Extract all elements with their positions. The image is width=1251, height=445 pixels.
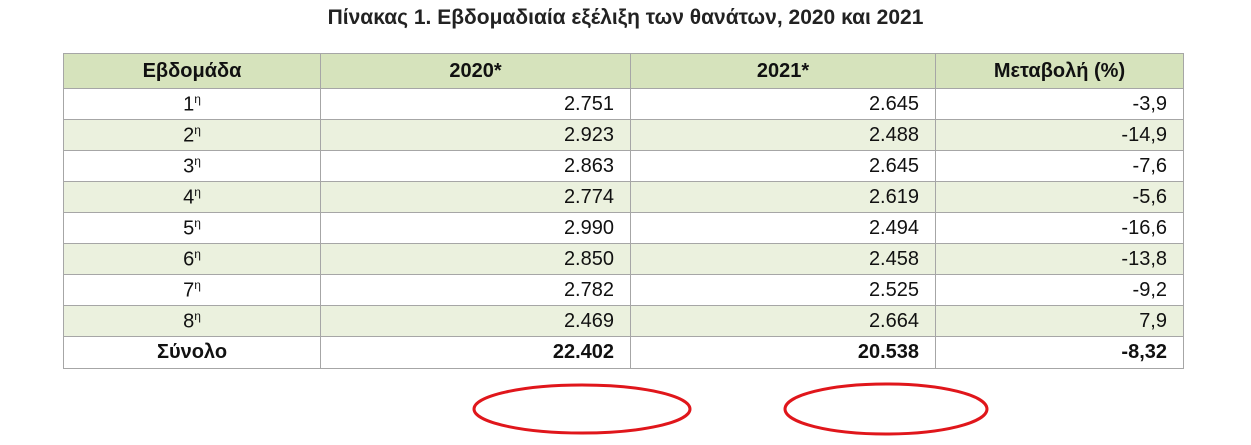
week-cell: 5η: [63, 212, 321, 244]
week-cell: 2η: [63, 119, 321, 151]
value-cell: -9,2: [935, 274, 1184, 306]
table-row: 5η 2.990 2.494 -16,6: [63, 212, 1184, 244]
value-cell: 2.494: [630, 212, 936, 244]
week-cell: 4η: [63, 181, 321, 213]
week-cell: 1η: [63, 88, 321, 120]
week-number: 7: [183, 279, 195, 302]
value-cell: 2.863: [320, 150, 631, 182]
week-suffix: η: [194, 308, 201, 323]
week-suffix: η: [194, 277, 201, 292]
table-row: 2η 2.923 2.488 -14,9: [63, 119, 1184, 151]
week-cell: 8η: [63, 305, 321, 337]
value-cell: 2.751: [320, 88, 631, 120]
table-row: 1η 2.751 2.645 -3,9: [63, 88, 1184, 120]
value-cell: 2.619: [630, 181, 936, 213]
value-cell: 2.774: [320, 181, 631, 213]
total-label: Σύνολο: [63, 336, 321, 369]
week-suffix: η: [194, 215, 201, 230]
header-cell: 2020*: [320, 53, 631, 89]
header-cell: 2021*: [630, 53, 936, 89]
highlight-ellipse: [472, 383, 692, 435]
value-cell: 2.645: [630, 88, 936, 120]
week-number: 4: [183, 186, 195, 209]
table-row: 8η 2.469 2.664 7,9: [63, 305, 1184, 337]
value-cell: -14,9: [935, 119, 1184, 151]
table-title: Πίνακας 1. Εβδομαδιαία εξέλιξη των θανάτ…: [327, 6, 924, 29]
highlight-ellipse: [783, 382, 989, 436]
total-cell: 22.402: [320, 336, 631, 369]
week-suffix: η: [194, 184, 201, 199]
table-row: 3η 2.863 2.645 -7,6: [63, 150, 1184, 182]
table-body: 1η 2.751 2.645 -3,9 2η 2.923 2.488 -14,9 3η 2.863…: [63, 88, 1184, 369]
week-cell: 7η: [63, 274, 321, 306]
week-number: 2: [183, 124, 195, 147]
value-cell: 2.923: [320, 119, 631, 151]
week-suffix: η: [194, 122, 201, 137]
value-cell: -5,6: [935, 181, 1184, 213]
week-suffix: η: [194, 153, 201, 168]
table-row: 7η 2.782 2.525 -9,2: [63, 274, 1184, 306]
week-cell: 3η: [63, 150, 321, 182]
header-cell: Εβδομάδα: [63, 53, 321, 89]
value-cell: 2.782: [320, 274, 631, 306]
total-row: Σύνολο 22.402 20.538 -8,32: [63, 336, 1184, 369]
week-number: 8: [183, 310, 195, 333]
week-suffix: η: [194, 91, 201, 106]
data-table: Εβδομάδα 2020* 2021* Μεταβολή (%) 1η 2.751 2.…: [63, 53, 1184, 369]
table-row: 6η 2.850 2.458 -13,8: [63, 243, 1184, 275]
total-cell: -8,32: [935, 336, 1184, 369]
value-cell: 2.525: [630, 274, 936, 306]
header-row: Εβδομάδα 2020* 2021* Μεταβολή (%): [63, 53, 1184, 89]
week-number: 3: [183, 155, 195, 178]
value-cell: 2.645: [630, 150, 936, 182]
week-cell: 6η: [63, 243, 321, 275]
value-cell: 2.458: [630, 243, 936, 275]
week-number: 6: [183, 248, 195, 271]
value-cell: -3,9: [935, 88, 1184, 120]
week-number: 5: [183, 217, 195, 240]
value-cell: 2.488: [630, 119, 936, 151]
value-cell: 2.664: [630, 305, 936, 337]
value-cell: 2.850: [320, 243, 631, 275]
total-cell: 20.538: [630, 336, 936, 369]
value-cell: 2.990: [320, 212, 631, 244]
value-cell: 2.469: [320, 305, 631, 337]
week-suffix: η: [194, 246, 201, 261]
value-cell: -7,6: [935, 150, 1184, 182]
table-row: 4η 2.774 2.619 -5,6: [63, 181, 1184, 213]
header-cell: Μεταβολή (%): [935, 53, 1184, 89]
value-cell: -16,6: [935, 212, 1184, 244]
value-cell: 7,9: [935, 305, 1184, 337]
value-cell: -13,8: [935, 243, 1184, 275]
week-number: 1: [183, 93, 195, 116]
